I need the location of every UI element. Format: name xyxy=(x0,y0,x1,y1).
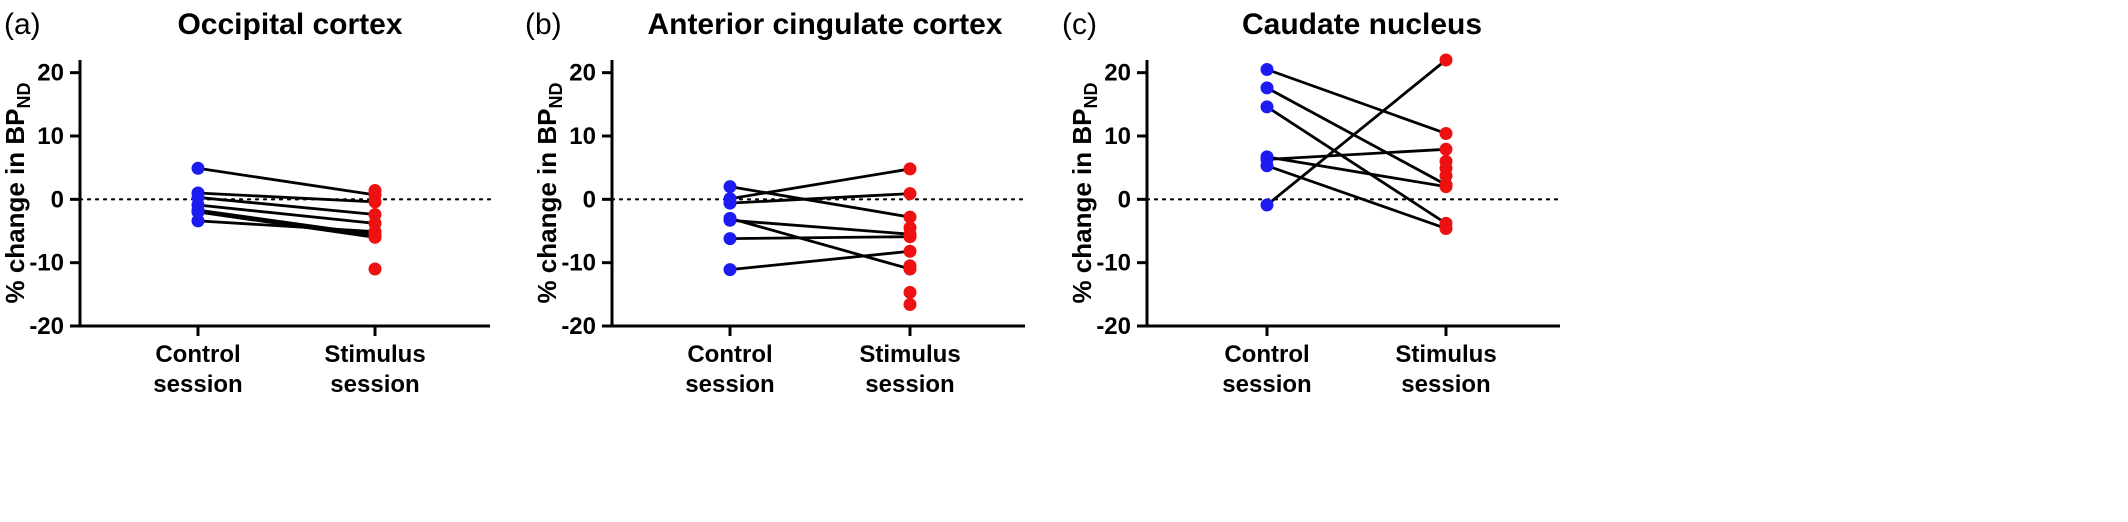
pair-line xyxy=(729,249,911,272)
stimulus-point xyxy=(903,210,917,224)
panel-letter: (a) xyxy=(4,8,41,41)
pair-line xyxy=(197,196,376,216)
y-axis-label-main: % change in BP xyxy=(532,108,562,303)
stimulus-point xyxy=(368,225,382,239)
control-point xyxy=(723,180,737,194)
x-tick-label: Control xyxy=(1224,341,1309,368)
y-tick-label: -10 xyxy=(1096,250,1131,277)
panel-title: Occipital cortex xyxy=(177,8,402,41)
control-point xyxy=(191,214,205,228)
stimulus-point xyxy=(903,162,917,176)
control-point xyxy=(1260,81,1274,95)
y-tick-label: 20 xyxy=(1104,60,1131,87)
x-tick-label: Control xyxy=(687,341,772,368)
pair-line xyxy=(1266,86,1447,186)
x-tick-label: session xyxy=(153,371,242,398)
x-tick-label: session xyxy=(1222,371,1311,398)
pair-line xyxy=(729,216,911,271)
stimulus-point xyxy=(903,259,917,273)
stimulus-point xyxy=(368,195,382,209)
pair-line xyxy=(197,203,376,225)
y-axis-label-main: % change in BP xyxy=(1067,108,1097,303)
panel-title: Anterior cingulate cortex xyxy=(647,8,1002,41)
y-tick-label: -20 xyxy=(29,313,64,340)
stimulus-point xyxy=(903,297,917,311)
y-axis-label: % change in BPND xyxy=(532,82,566,303)
pair-line xyxy=(1266,155,1447,189)
x-tick-label: Stimulus xyxy=(324,341,425,368)
panel-letter: (b) xyxy=(525,8,562,41)
control-point xyxy=(723,196,737,210)
y-tick-label: 20 xyxy=(569,60,596,87)
pair-line xyxy=(197,210,376,239)
x-tick-label: session xyxy=(685,371,774,398)
control-point xyxy=(191,161,205,175)
panel-c: (c) Caudate nucleus -20 -10 0 10 20 Control sess… xyxy=(1062,8,1562,398)
y-tick-label: -20 xyxy=(561,313,596,340)
y-tick-label: -20 xyxy=(1096,313,1131,340)
pair-line xyxy=(1266,164,1447,230)
stimulus-point xyxy=(903,221,917,235)
pair-line xyxy=(197,191,376,204)
pair-line xyxy=(1266,105,1447,225)
pair-line xyxy=(197,166,376,197)
pair-line xyxy=(729,167,911,201)
y-axis-label-subscript: ND xyxy=(14,82,34,108)
y-tick-label: 20 xyxy=(37,60,64,87)
y-tick-label: 0 xyxy=(51,186,64,213)
y-axis-label-subscript: ND xyxy=(546,82,566,108)
y-tick-label: -10 xyxy=(29,250,64,277)
stimulus-point xyxy=(368,183,382,197)
panel-title: Caudate nucleus xyxy=(1242,8,1482,41)
y-axis-label: % change in BPND xyxy=(0,82,34,303)
y-tick-label: 10 xyxy=(1104,123,1131,150)
y-axis-label-main: % change in BP xyxy=(0,108,30,303)
y-tick-label: 0 xyxy=(583,186,596,213)
panel-letter: (c) xyxy=(1062,8,1097,41)
x-tick-label: session xyxy=(1401,371,1490,398)
stimulus-point xyxy=(903,244,917,258)
y-axis-label: % change in BPND xyxy=(1067,82,1101,303)
panel-a: (a) Occipital cortex -20 -10 0 10 20 Control ses… xyxy=(0,8,492,398)
pair-line xyxy=(1266,147,1447,161)
x-tick-label: session xyxy=(865,371,954,398)
control-point xyxy=(1260,100,1274,114)
x-tick-label: session xyxy=(330,371,419,398)
stimulus-point xyxy=(1439,53,1453,67)
pair-line xyxy=(729,185,911,219)
pair-line xyxy=(729,192,911,205)
x-tick-label: Stimulus xyxy=(859,341,960,368)
pair-line xyxy=(1266,58,1447,207)
control-point xyxy=(723,232,737,246)
control-point xyxy=(723,263,737,277)
control-point xyxy=(723,213,737,227)
stimulus-point xyxy=(1439,169,1453,183)
stimulus-point xyxy=(368,262,382,276)
y-tick-label: 10 xyxy=(37,123,64,150)
control-point xyxy=(1260,63,1274,76)
stimulus-point xyxy=(903,285,917,299)
x-tick-label: Control xyxy=(155,341,240,368)
pair-line xyxy=(729,218,911,236)
y-tick-label: 0 xyxy=(1118,186,1131,213)
y-tick-label: 10 xyxy=(569,123,596,150)
stimulus-point xyxy=(1439,142,1453,156)
pair-line xyxy=(1266,68,1447,135)
y-tick-label: -10 xyxy=(561,250,596,277)
pair-line xyxy=(729,235,911,240)
x-tick-label: Stimulus xyxy=(1395,341,1496,368)
y-axis-label-subscript: ND xyxy=(1081,82,1101,108)
control-point xyxy=(1260,198,1274,212)
stimulus-point xyxy=(1439,221,1453,235)
control-point xyxy=(1260,159,1274,173)
stimulus-point xyxy=(1439,180,1453,194)
pair-line xyxy=(197,219,376,234)
stimulus-point xyxy=(903,187,917,201)
stimulus-point xyxy=(1439,126,1453,140)
panel-b: (b) Anterior cingulate cortex -20 -10 0 10 20 C… xyxy=(525,8,1027,398)
